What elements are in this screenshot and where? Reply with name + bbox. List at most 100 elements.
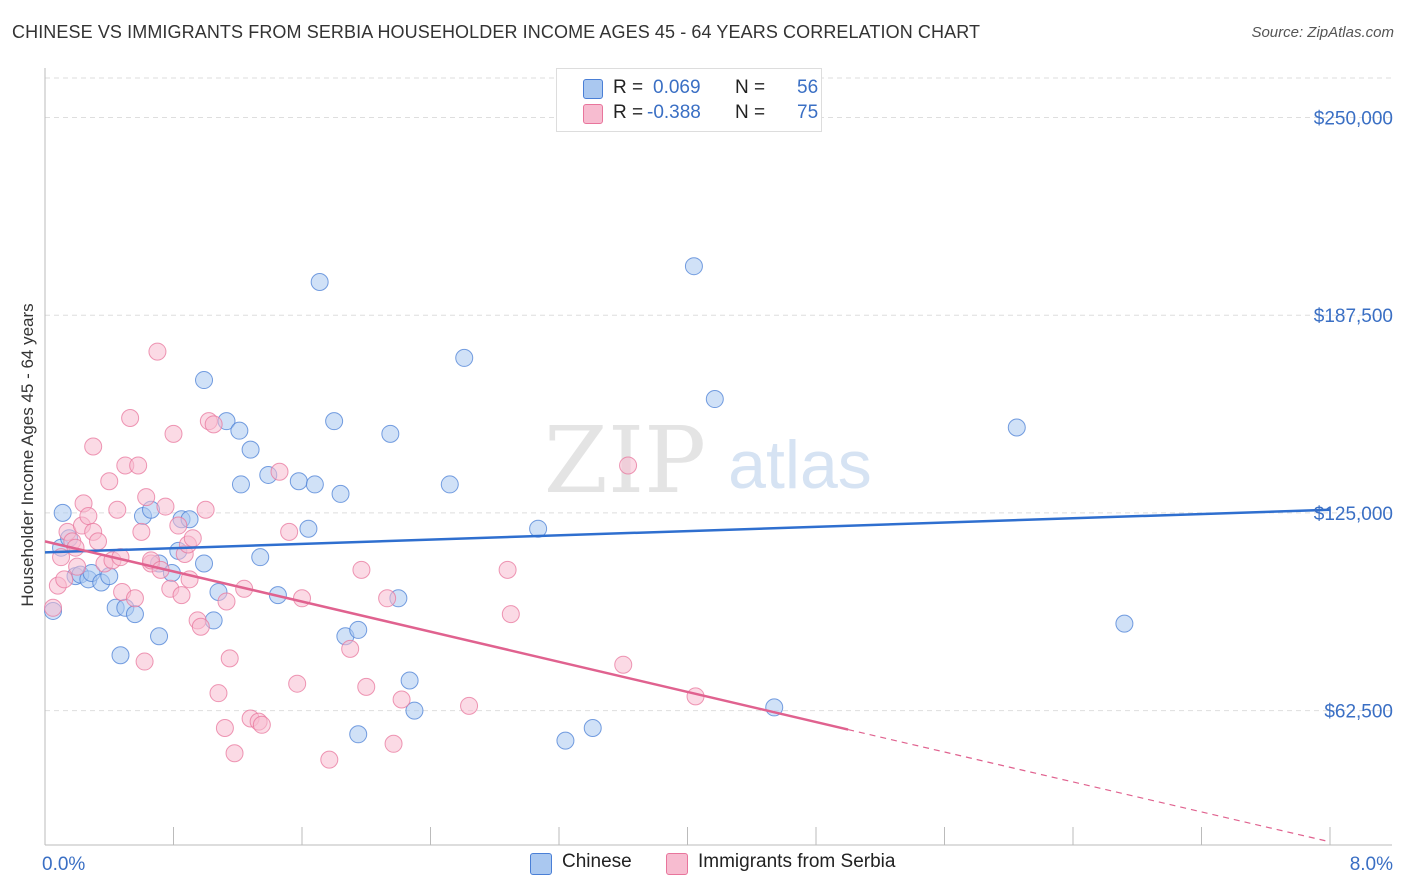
legend-n-value: 75	[797, 102, 819, 123]
data-point	[111, 646, 130, 665]
y-tick-label: $250,000	[1314, 109, 1393, 130]
data-point	[325, 412, 344, 431]
data-point	[349, 620, 368, 639]
data-point	[195, 554, 214, 573]
data-point	[169, 516, 188, 535]
legend-label-serbia: Immigrants from Serbia	[698, 851, 896, 872]
data-point	[331, 484, 350, 503]
data-point	[129, 456, 148, 475]
y-tick-label: $187,500	[1314, 306, 1393, 327]
legend-swatch-chinese	[530, 853, 552, 875]
data-point	[231, 475, 250, 494]
data-point	[241, 440, 260, 459]
legend-swatch-serbia	[583, 104, 603, 124]
x-tick-label: 0.0%	[42, 854, 85, 875]
data-point	[164, 424, 183, 443]
data-point	[225, 744, 244, 763]
y-tick-label: $125,000	[1314, 504, 1393, 525]
data-point	[352, 560, 371, 579]
data-point	[320, 750, 339, 769]
data-point	[440, 475, 459, 494]
data-point	[215, 718, 234, 737]
data-point	[150, 627, 169, 646]
data-point	[614, 655, 633, 674]
data-point	[191, 617, 210, 636]
data-point	[381, 424, 400, 443]
data-point	[204, 415, 223, 434]
watermark: ZIP atlas	[544, 407, 872, 514]
data-point	[148, 342, 167, 361]
data-point	[156, 497, 175, 516]
data-point	[53, 503, 72, 522]
legend-r-value: -0.388	[647, 102, 701, 123]
trendline-chinese	[44, 508, 1331, 554]
data-point	[305, 475, 324, 494]
data-point	[172, 586, 191, 605]
data-point	[378, 589, 397, 608]
data-point	[195, 371, 214, 390]
data-point	[357, 677, 376, 696]
legend-swatch-serbia	[666, 853, 688, 875]
data-point	[137, 488, 156, 507]
data-point	[684, 257, 703, 276]
source-label: Source: ZipAtlas.com	[1251, 24, 1394, 41]
data-point	[583, 718, 602, 737]
data-point	[252, 715, 271, 734]
legend-n-value: 56	[797, 77, 819, 98]
data-point	[100, 472, 119, 491]
points-serbia	[44, 342, 705, 769]
data-point	[288, 674, 307, 693]
trendline-serbia-extension	[847, 728, 1331, 843]
data-point	[1115, 614, 1134, 633]
data-point	[230, 421, 249, 440]
data-point	[89, 532, 108, 551]
data-point	[68, 557, 87, 576]
watermark-atlas: atlas	[728, 427, 872, 503]
data-point	[125, 605, 144, 624]
data-point	[501, 605, 520, 624]
legend-r-label: R =	[613, 77, 644, 98]
data-point	[196, 500, 215, 519]
data-point	[270, 462, 289, 481]
legend-n-label: N =	[735, 77, 766, 98]
data-point	[44, 598, 63, 617]
trendlines	[44, 508, 1331, 843]
legend-r-value: 0.069	[653, 77, 701, 98]
data-point	[289, 472, 308, 491]
data-point	[220, 649, 239, 668]
legend-r-label: R =	[613, 102, 644, 123]
trendline-serbia	[44, 540, 849, 731]
data-point	[498, 560, 517, 579]
data-point	[251, 548, 270, 567]
data-point	[108, 500, 127, 519]
chart-title: CHINESE VS IMMIGRANTS FROM SERBIA HOUSEH…	[12, 22, 981, 42]
data-point	[132, 522, 151, 541]
data-point	[341, 639, 360, 658]
data-point	[705, 390, 724, 409]
data-point	[84, 437, 103, 456]
data-point	[349, 725, 368, 744]
data-point	[209, 684, 228, 703]
y-tick-label: $62,500	[1324, 702, 1393, 723]
data-point	[455, 348, 474, 367]
y-axis-label: Householder Income Ages 45 - 64 years	[18, 303, 37, 607]
data-point	[217, 592, 236, 611]
data-point	[384, 734, 403, 753]
data-point	[299, 519, 318, 538]
data-point	[619, 456, 638, 475]
legend-n-label: N =	[735, 102, 766, 123]
data-point	[121, 409, 140, 428]
data-point	[310, 273, 329, 292]
data-point	[556, 731, 575, 750]
data-point	[183, 529, 202, 548]
correlation-legend: R = 0.069 N = 56 R = -0.388 N = 75	[556, 68, 822, 132]
x-tick-label: 8.0%	[1350, 854, 1393, 875]
data-point	[55, 570, 74, 589]
tick-labels: $62,500 $125,000 $187,500 $250,000 0.0% 8.0%	[42, 109, 1393, 875]
data-point	[135, 652, 154, 671]
data-point	[392, 690, 411, 709]
axes	[44, 68, 1392, 846]
legend-label-chinese: Chinese	[562, 851, 632, 872]
data-point	[460, 696, 479, 715]
